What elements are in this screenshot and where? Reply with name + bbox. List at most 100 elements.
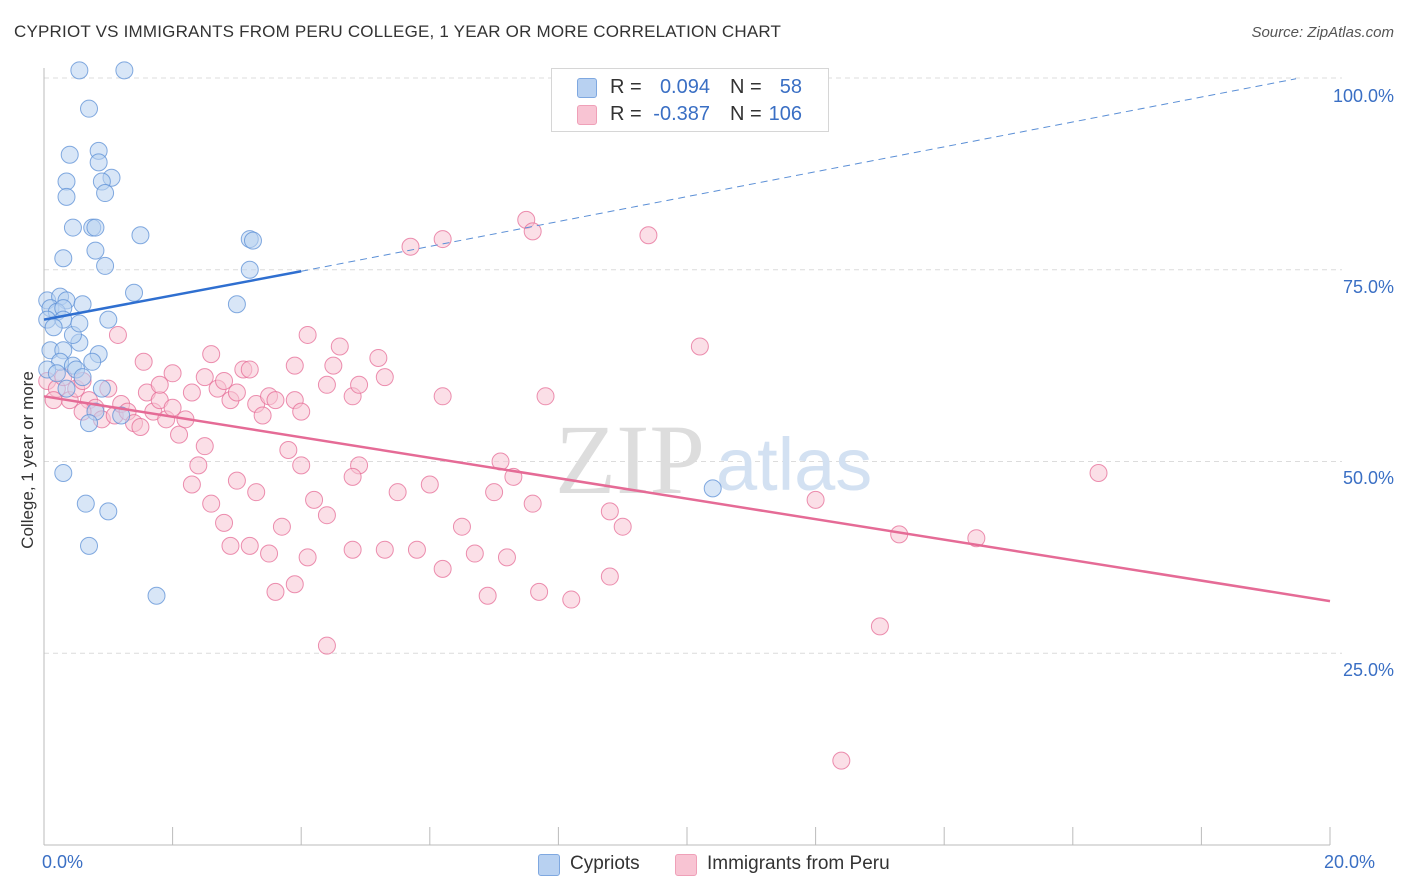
cypriot-point: [54, 249, 73, 268]
peru-point: [266, 391, 285, 410]
legend-r-label: R =: [610, 103, 642, 125]
peru-point: [407, 540, 426, 559]
series-legend: Cypriots Immigrants from Peru: [0, 852, 1406, 878]
cypriot-point: [96, 256, 115, 275]
cypriot-point: [240, 260, 259, 279]
peru-point: [967, 529, 986, 548]
legend-n-value: 58: [779, 76, 802, 98]
peru-point: [253, 406, 272, 425]
peru-point: [202, 494, 221, 513]
legend-swatch-peru: [577, 105, 597, 125]
cypriot-point: [70, 314, 89, 333]
cypriot-point: [99, 502, 118, 521]
peru-point: [388, 483, 407, 502]
peru-point: [350, 375, 369, 394]
peru-point: [433, 387, 452, 406]
peru-point: [108, 325, 127, 344]
watermark-atlas: atlas: [716, 423, 872, 506]
peru-point: [202, 345, 221, 364]
peru-point: [182, 383, 201, 402]
cypriot-point: [86, 218, 105, 237]
peru-point: [131, 417, 150, 436]
legend-swatch-cypriots: [577, 78, 597, 98]
series-peru-points: [38, 210, 1108, 770]
cypriot-point: [227, 295, 246, 314]
peru-point: [465, 544, 484, 563]
peru-point: [324, 356, 343, 375]
peru-point: [285, 356, 304, 375]
x-tick-0: 0.0%: [42, 852, 84, 872]
peru-point: [240, 360, 259, 379]
peru-point: [433, 559, 452, 578]
peru-point: [170, 425, 189, 444]
peru-point: [292, 456, 311, 475]
cypriot-point: [47, 364, 66, 383]
correlation-legend: R = 0.094 N = 58 R = -0.387 N = 106: [551, 68, 829, 132]
peru-point: [317, 636, 336, 655]
peru-point: [530, 582, 549, 601]
legend-row-peru: R = -0.387 N = 106: [552, 101, 828, 127]
legend-n-value: 106: [768, 103, 802, 125]
y-axis-label: College, 1 year or more: [18, 371, 37, 549]
cypriot-point: [83, 352, 102, 371]
cypriot-point: [112, 406, 131, 425]
cypriot-point: [96, 184, 115, 203]
cypriots-trend-extension: [301, 78, 1297, 272]
peru-point: [247, 483, 266, 502]
peru-point: [401, 237, 420, 256]
legend-row-cypriots: R = 0.094 N = 58: [552, 74, 828, 100]
cypriot-point: [80, 414, 99, 433]
peru-point: [1089, 464, 1108, 483]
peru-point: [285, 575, 304, 594]
peru-point: [279, 440, 298, 459]
peru-point: [298, 325, 317, 344]
peru-point: [369, 348, 388, 367]
watermark: ZIP atlas: [555, 404, 872, 515]
peru-point: [266, 582, 285, 601]
peru-point: [375, 368, 394, 387]
peru-point: [343, 467, 362, 486]
cypriots-trend-line: [43, 270, 302, 321]
peru-point: [215, 371, 234, 390]
cypriot-point: [76, 494, 95, 513]
cypriot-point: [80, 99, 99, 118]
legend-r-value: 0.094: [659, 76, 710, 98]
cypriot-point: [80, 536, 99, 555]
peru-point: [536, 387, 555, 406]
cypriot-point: [63, 218, 82, 237]
peru-point: [639, 226, 658, 245]
peru-point: [240, 536, 259, 555]
peru-point: [215, 513, 234, 532]
cypriot-point: [57, 172, 76, 191]
x-tick-20: 20.0%: [1324, 852, 1376, 872]
legend-swatch-cypriots: [538, 854, 560, 876]
peru-point: [227, 383, 246, 402]
legend-r-value: -0.387: [653, 103, 710, 125]
cypriot-point: [131, 226, 150, 245]
source-label: Source: ZipAtlas.com: [1251, 24, 1394, 41]
cypriot-point: [54, 464, 73, 483]
cypriot-point: [73, 368, 92, 387]
peru-point: [870, 617, 889, 636]
peru-point: [189, 456, 208, 475]
y-tick-25: 25.0%: [1342, 660, 1394, 680]
cypriot-point: [86, 241, 105, 260]
y-tick-100: 100.0%: [1332, 86, 1394, 106]
cypriot-point: [243, 231, 262, 250]
peru-point: [292, 402, 311, 421]
legend-n-label: N =: [730, 76, 762, 98]
peru-point: [478, 586, 497, 605]
cypriot-point: [60, 145, 79, 164]
peru-point: [375, 540, 394, 559]
legend-n-label: N =: [730, 103, 762, 125]
cypriot-point: [125, 283, 144, 302]
peru-point: [163, 364, 182, 383]
peru-point: [330, 337, 349, 356]
peru-point: [600, 502, 619, 521]
legend-label-cypriots: Cypriots: [570, 853, 640, 874]
peru-point: [260, 544, 279, 563]
peru-point: [150, 375, 169, 394]
cypriot-point: [703, 479, 722, 498]
peru-point: [562, 590, 581, 609]
peru-point: [182, 475, 201, 494]
